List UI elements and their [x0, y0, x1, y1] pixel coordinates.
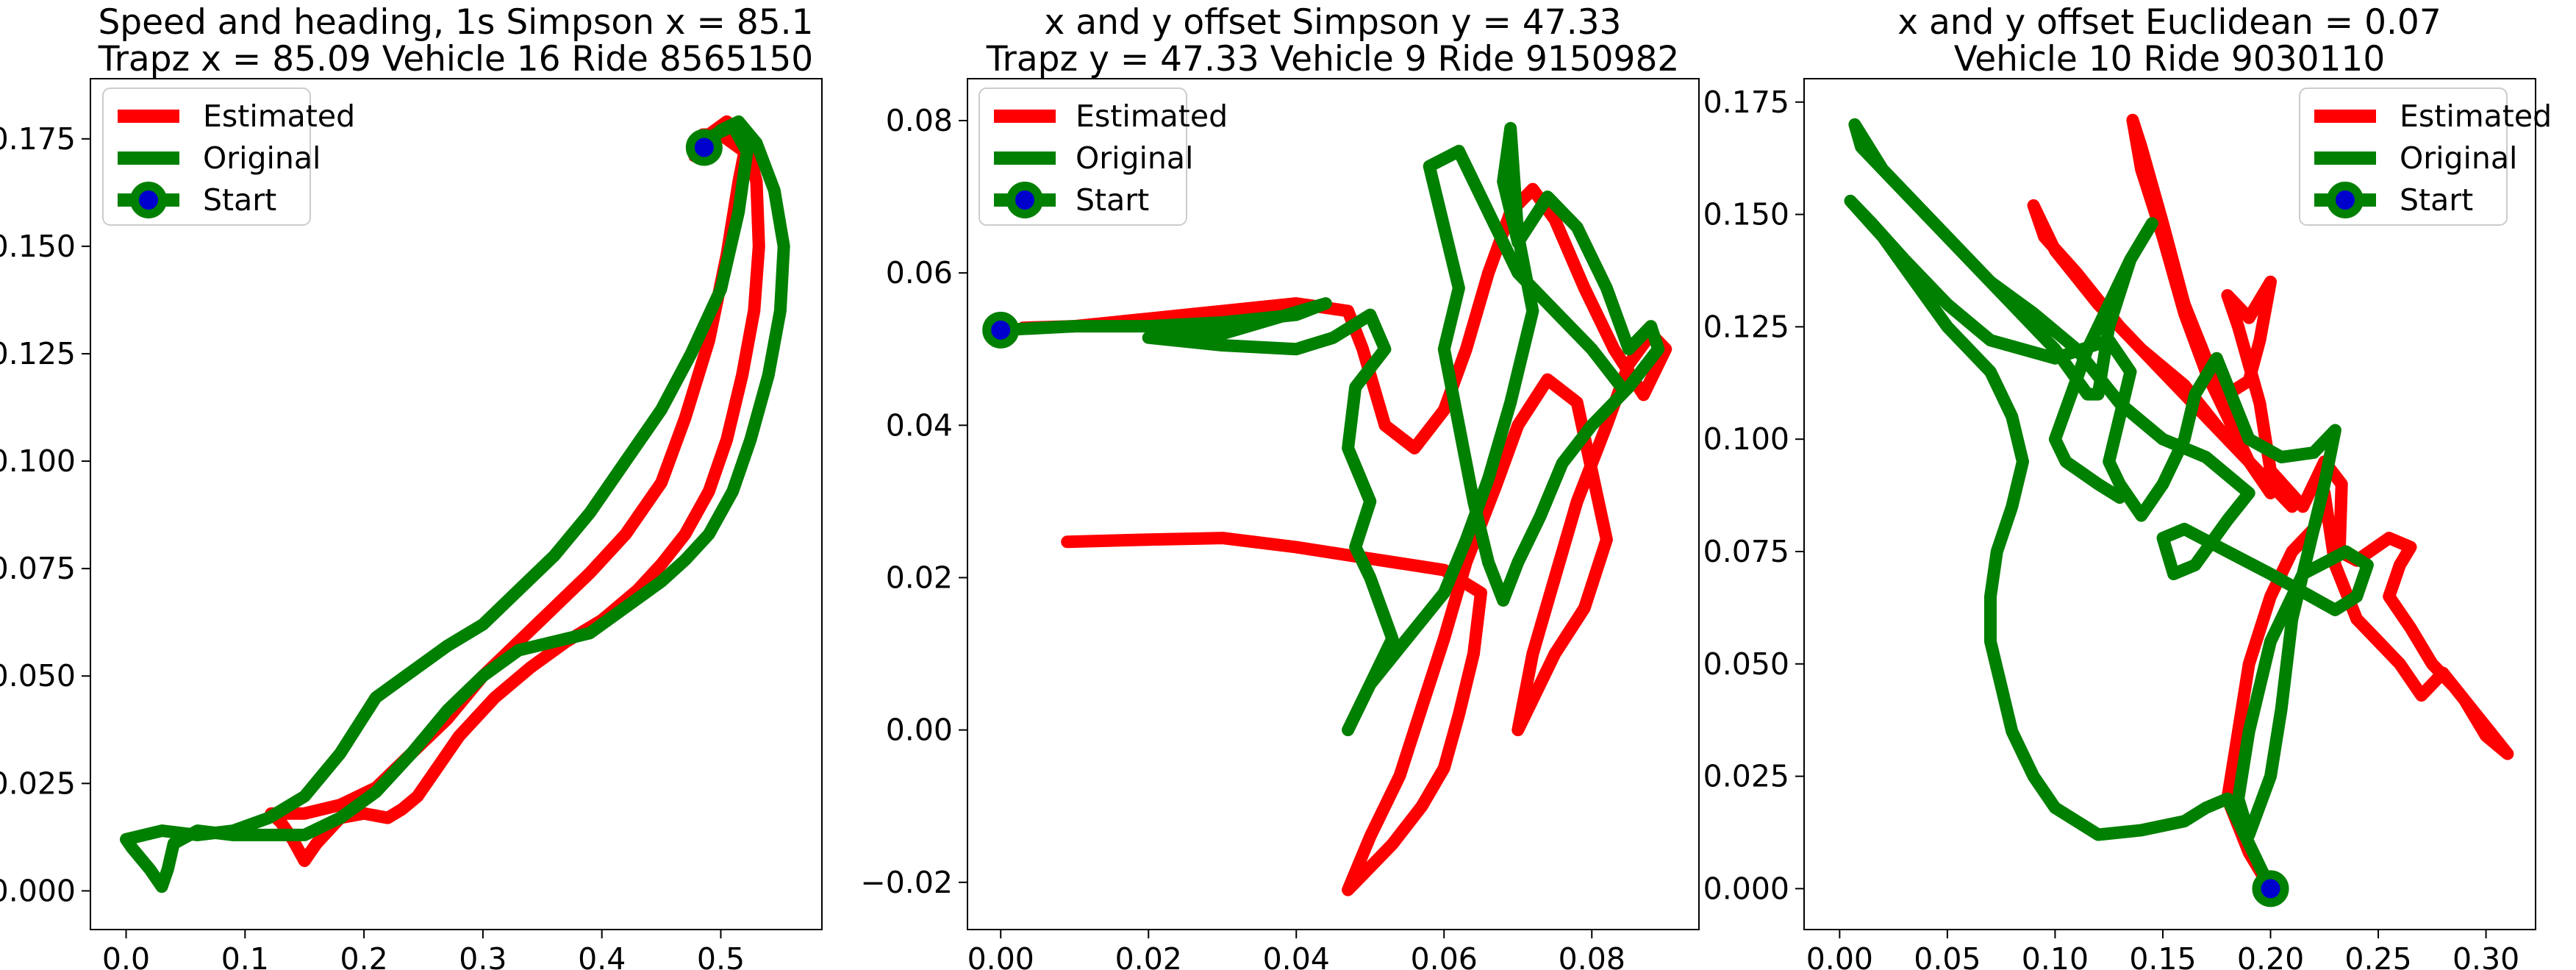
x-tick-label: 0.20	[2237, 941, 2304, 970]
legend-label-original: Original	[1076, 140, 1193, 176]
legend-label-start: Start	[203, 182, 276, 218]
y-tick-label: 0.150	[1703, 197, 1789, 232]
y-tick-label: 0.075	[1703, 534, 1789, 569]
x-tick-label: 0.5	[697, 941, 745, 970]
chart-speed-heading: Speed and heading, 1s Simpson x = 85.1 T…	[0, 2, 823, 970]
legend-label-start: Start	[1076, 182, 1149, 218]
x-tick-label: 0.05	[1914, 941, 1981, 970]
start-marker	[982, 311, 1020, 349]
x-tick-label: 0.3	[459, 941, 507, 970]
chart-title-line-2: Trapz x = 85.09 Vehicle 16 Ride 8565150	[98, 39, 813, 79]
series-layer	[1844, 113, 2514, 895]
x-tick-label: 0.0	[102, 941, 150, 970]
x-tick-label: 0.4	[578, 941, 626, 970]
y-tick-label: 0.025	[1703, 759, 1789, 794]
chart-title-line-2: Trapz y = 47.33 Vehicle 9 Ride 9150982	[986, 39, 1680, 79]
x-tick-label: 0.06	[1411, 941, 1478, 970]
y-tick-label: 0.100	[1703, 421, 1789, 457]
chart-xy-offset-euclidean: x and y offset Euclidean = 0.07 Vehicle …	[1703, 2, 2552, 970]
y-tick-label: 0.125	[1703, 309, 1789, 344]
y-tick-label: 0.025	[0, 766, 76, 801]
legend-label-estimated: Estimated	[1076, 99, 1228, 134]
chart-title-line-2: Vehicle 10 Ride 9030110	[1954, 39, 2386, 79]
y-tick-label: 0.00	[886, 713, 953, 748]
chart-xy-offset-simpson: x and y offset Simpson y = 47.33 Trapz y…	[860, 2, 1700, 970]
legend: Estimated Original Start	[978, 88, 1228, 226]
legend-start-marker	[1006, 182, 1043, 218]
series-line-original	[1844, 118, 2374, 895]
y-tick-label: 0.06	[886, 255, 953, 290]
plot-area: 0.0 0.1 0.2 0.3 0.4 0.5 0.000 0.025 0.050 0.075 0.…	[0, 78, 823, 970]
y-tick-label: 0.150	[0, 229, 76, 264]
series-line-original	[994, 121, 1665, 737]
y-tick-label: 0.050	[1703, 646, 1789, 682]
x-tick-label: 0.2	[340, 941, 388, 970]
axes-frame	[967, 78, 1700, 930]
legend: Estimated Original Start	[102, 88, 355, 226]
y-tick-label: −0.02	[860, 865, 953, 900]
x-tick-label: 0.10	[2022, 941, 2089, 970]
y-tick-label: 0.08	[886, 103, 953, 138]
legend-label-estimated: Estimated	[2400, 99, 2552, 134]
legend-label-estimated: Estimated	[203, 99, 355, 134]
legend-start-marker	[2327, 182, 2364, 218]
axes-frame	[1803, 78, 2536, 930]
y-tick-label: 0.175	[0, 121, 76, 157]
y-tick-label: 0.04	[886, 407, 953, 443]
legend-label-original: Original	[203, 140, 321, 176]
y-tick-label: 0.175	[1703, 85, 1789, 120]
chart-title-line-1: Speed and heading, 1s Simpson x = 85.1	[98, 2, 813, 43]
series-line-estimated	[1016, 182, 1672, 896]
plot-area: 0.00 0.05 0.10 0.15 0.20 0.25 0.30 0.000 0.025 0.…	[1703, 78, 2536, 970]
legend: Estimated Original Start	[2299, 88, 2552, 226]
x-tick-label: 0.30	[2452, 941, 2519, 970]
axes-frame	[90, 78, 823, 930]
plot-area: 0.00 0.02 0.04 0.06 0.08 −0.02 0.00 0.02 0.04 0.0…	[860, 78, 1700, 970]
y-tick-label: 0.125	[0, 336, 76, 371]
y-tick-label: 0.050	[0, 658, 76, 693]
series-line-estimated	[2027, 113, 2514, 895]
start-marker	[2252, 870, 2289, 907]
y-tick-label: 0.000	[1703, 871, 1789, 906]
chart-title-line-1: x and y offset Euclidean = 0.07	[1897, 2, 2441, 43]
chart-title-line-1: x and y offset Simpson y = 47.33	[1045, 2, 1622, 43]
x-tick-label: 0.25	[2344, 941, 2411, 970]
x-tick-label: 0.04	[1263, 941, 1330, 970]
x-tick-label: 0.00	[967, 941, 1034, 970]
y-tick-label: 0.02	[886, 560, 953, 595]
legend-label-original: Original	[2400, 140, 2517, 176]
series-layer	[120, 115, 790, 894]
series-layer	[994, 121, 1672, 896]
y-tick-label: 0.100	[0, 443, 76, 479]
legend-start-marker	[130, 182, 167, 218]
y-tick-label: 0.075	[0, 551, 76, 586]
series-line-estimated	[265, 115, 765, 867]
start-marker	[685, 129, 723, 166]
x-tick-label: 0.02	[1115, 941, 1182, 970]
series-line-original	[120, 115, 790, 894]
legend-label-start: Start	[2400, 182, 2473, 218]
x-tick-label: 0.08	[1559, 941, 1625, 970]
x-tick-label: 0.1	[221, 941, 269, 970]
x-tick-label: 0.00	[1806, 941, 1873, 970]
y-tick-label: 0.000	[0, 873, 76, 908]
x-tick-label: 0.15	[2129, 941, 2196, 970]
